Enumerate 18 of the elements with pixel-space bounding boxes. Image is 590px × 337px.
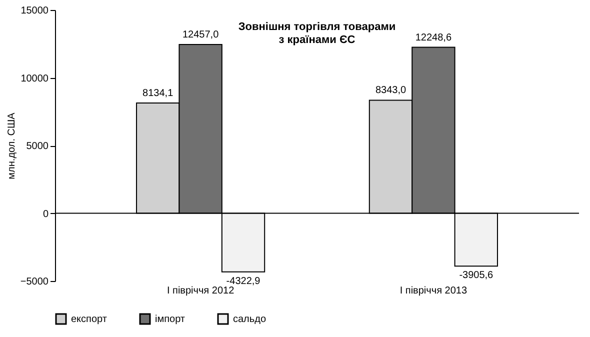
data-label: -4322,9: [226, 276, 261, 287]
text: Зовнішня торгівля товарами з країнами ЄС: [238, 21, 396, 46]
y-tick-label: −5000: [20, 276, 49, 288]
legend-label: імпорт: [155, 314, 186, 325]
y-axis-title: млн.дол. США: [6, 112, 18, 180]
data-label: 8134,1: [142, 88, 174, 100]
x-tick-label: I півріччя 2012: [166, 286, 235, 296]
data-label: 8343,0: [375, 85, 406, 96]
data-label: 12457,0: [182, 29, 220, 40]
legend-label: експорт: [71, 314, 108, 325]
y-tick-label: 0: [42, 208, 49, 220]
x-tick-label: I півріччя 2013: [400, 286, 468, 296]
legend-label: сальдо: [233, 314, 266, 325]
data-label: -3905,6: [459, 270, 494, 282]
data-label: 12248,6: [415, 32, 452, 44]
y-tick-label: 15000: [20, 6, 49, 16]
y-tick-label: 10000: [20, 73, 49, 84]
y-tick-label: 5000: [26, 141, 49, 152]
